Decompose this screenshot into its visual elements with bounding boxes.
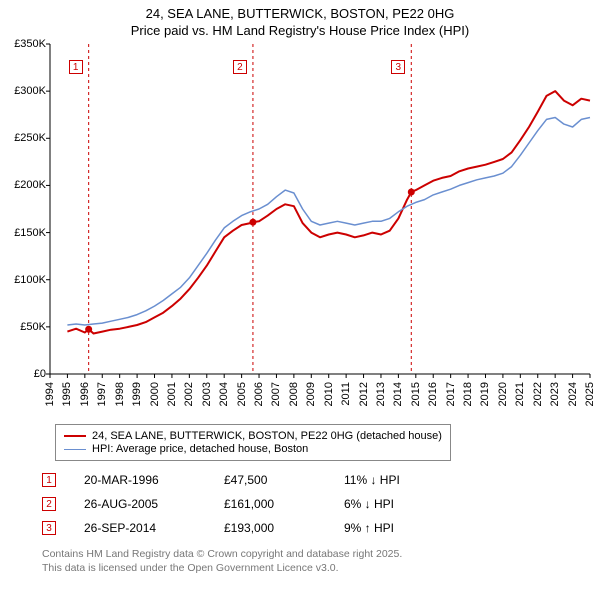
sale-diff: 11% ↓ HPI [344, 473, 444, 487]
legend-swatch [64, 449, 86, 450]
legend-item: HPI: Average price, detached house, Bost… [64, 443, 442, 455]
sale-price: £193,000 [224, 521, 344, 535]
legend-label: 24, SEA LANE, BUTTERWICK, BOSTON, PE22 0… [92, 430, 442, 442]
footer-line-2: This data is licensed under the Open Gov… [42, 562, 402, 576]
sale-price: £161,000 [224, 497, 344, 511]
event-marker: 1 [69, 60, 83, 74]
sale-price: £47,500 [224, 473, 344, 487]
sales-row: 3 26-SEP-2014£193,0009% ↑ HPI [42, 516, 444, 540]
page-container: 24, SEA LANE, BUTTERWICK, BOSTON, PE22 0… [0, 0, 600, 590]
sale-diff: 6% ↓ HPI [344, 497, 444, 511]
sale-marker: 2 [42, 497, 56, 511]
event-marker: 3 [391, 60, 405, 74]
legend: 24, SEA LANE, BUTTERWICK, BOSTON, PE22 0… [55, 424, 451, 461]
sales-row: 2 26-AUG-2005£161,0006% ↓ HPI [42, 492, 444, 516]
legend-swatch [64, 435, 86, 437]
legend-item: 24, SEA LANE, BUTTERWICK, BOSTON, PE22 0… [64, 430, 442, 442]
sale-date: 26-SEP-2014 [84, 521, 224, 535]
footer-attribution: Contains HM Land Registry data © Crown c… [42, 548, 402, 575]
sales-row: 1 20-MAR-1996£47,50011% ↓ HPI [42, 468, 444, 492]
sale-date: 26-AUG-2005 [84, 497, 224, 511]
sales-table: 1 20-MAR-1996£47,50011% ↓ HPI 2 26-AUG-2005… [42, 468, 444, 540]
event-marker: 2 [233, 60, 247, 74]
sale-marker: 1 [42, 473, 56, 487]
sale-marker: 3 [42, 521, 56, 535]
sale-diff: 9% ↑ HPI [344, 521, 444, 535]
sale-date: 20-MAR-1996 [84, 473, 224, 487]
footer-line-1: Contains HM Land Registry data © Crown c… [42, 548, 402, 562]
legend-label: HPI: Average price, detached house, Bost… [92, 443, 308, 455]
price-chart [0, 0, 600, 420]
